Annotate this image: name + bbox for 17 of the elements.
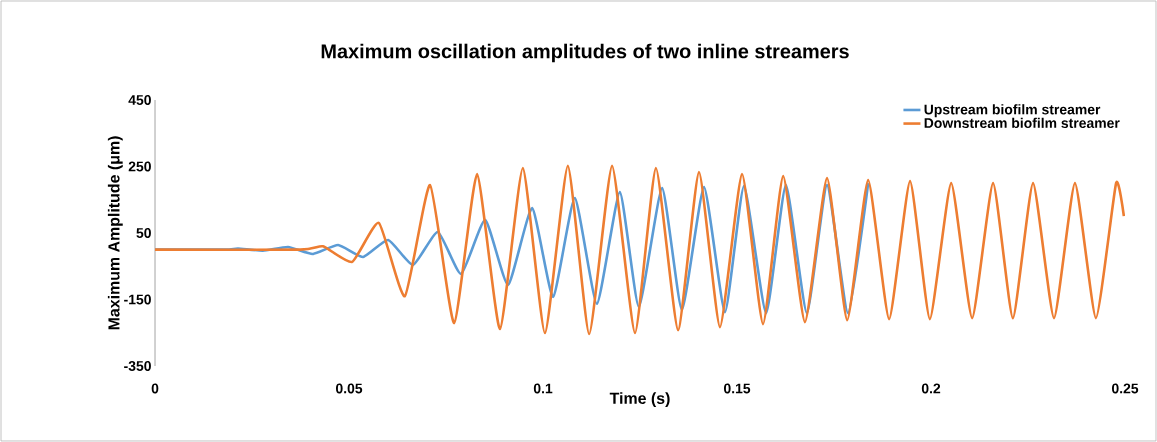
legend-label: Downstream biofilm streamer xyxy=(924,117,1120,129)
line-series xyxy=(155,164,1126,336)
y-tick-label: 450 xyxy=(128,95,151,105)
chart-title: Maximum oscillation amplitudes of two inline streamers xyxy=(321,43,849,63)
x-tick-label: 0.1 xyxy=(533,383,553,394)
x-tick-label: 0 xyxy=(151,383,159,394)
x-tick-label: 0.05 xyxy=(335,383,363,394)
y-tick-label: -350 xyxy=(124,361,151,371)
y-tick-label: 250 xyxy=(128,161,151,172)
x-axis-title: Time (s) xyxy=(609,392,670,408)
x-tick-label: 0.15 xyxy=(723,383,751,394)
legend-label: Upstream biofilm streamer xyxy=(924,104,1101,118)
y-tick-label: -150 xyxy=(124,294,151,305)
y-tick-label: 50 xyxy=(136,228,151,238)
x-tick-label: 0.25 xyxy=(1111,383,1139,394)
y-axis-title: Maximum Amplitude (μm) xyxy=(107,136,123,330)
x-tick-label: 0.2 xyxy=(921,383,941,394)
